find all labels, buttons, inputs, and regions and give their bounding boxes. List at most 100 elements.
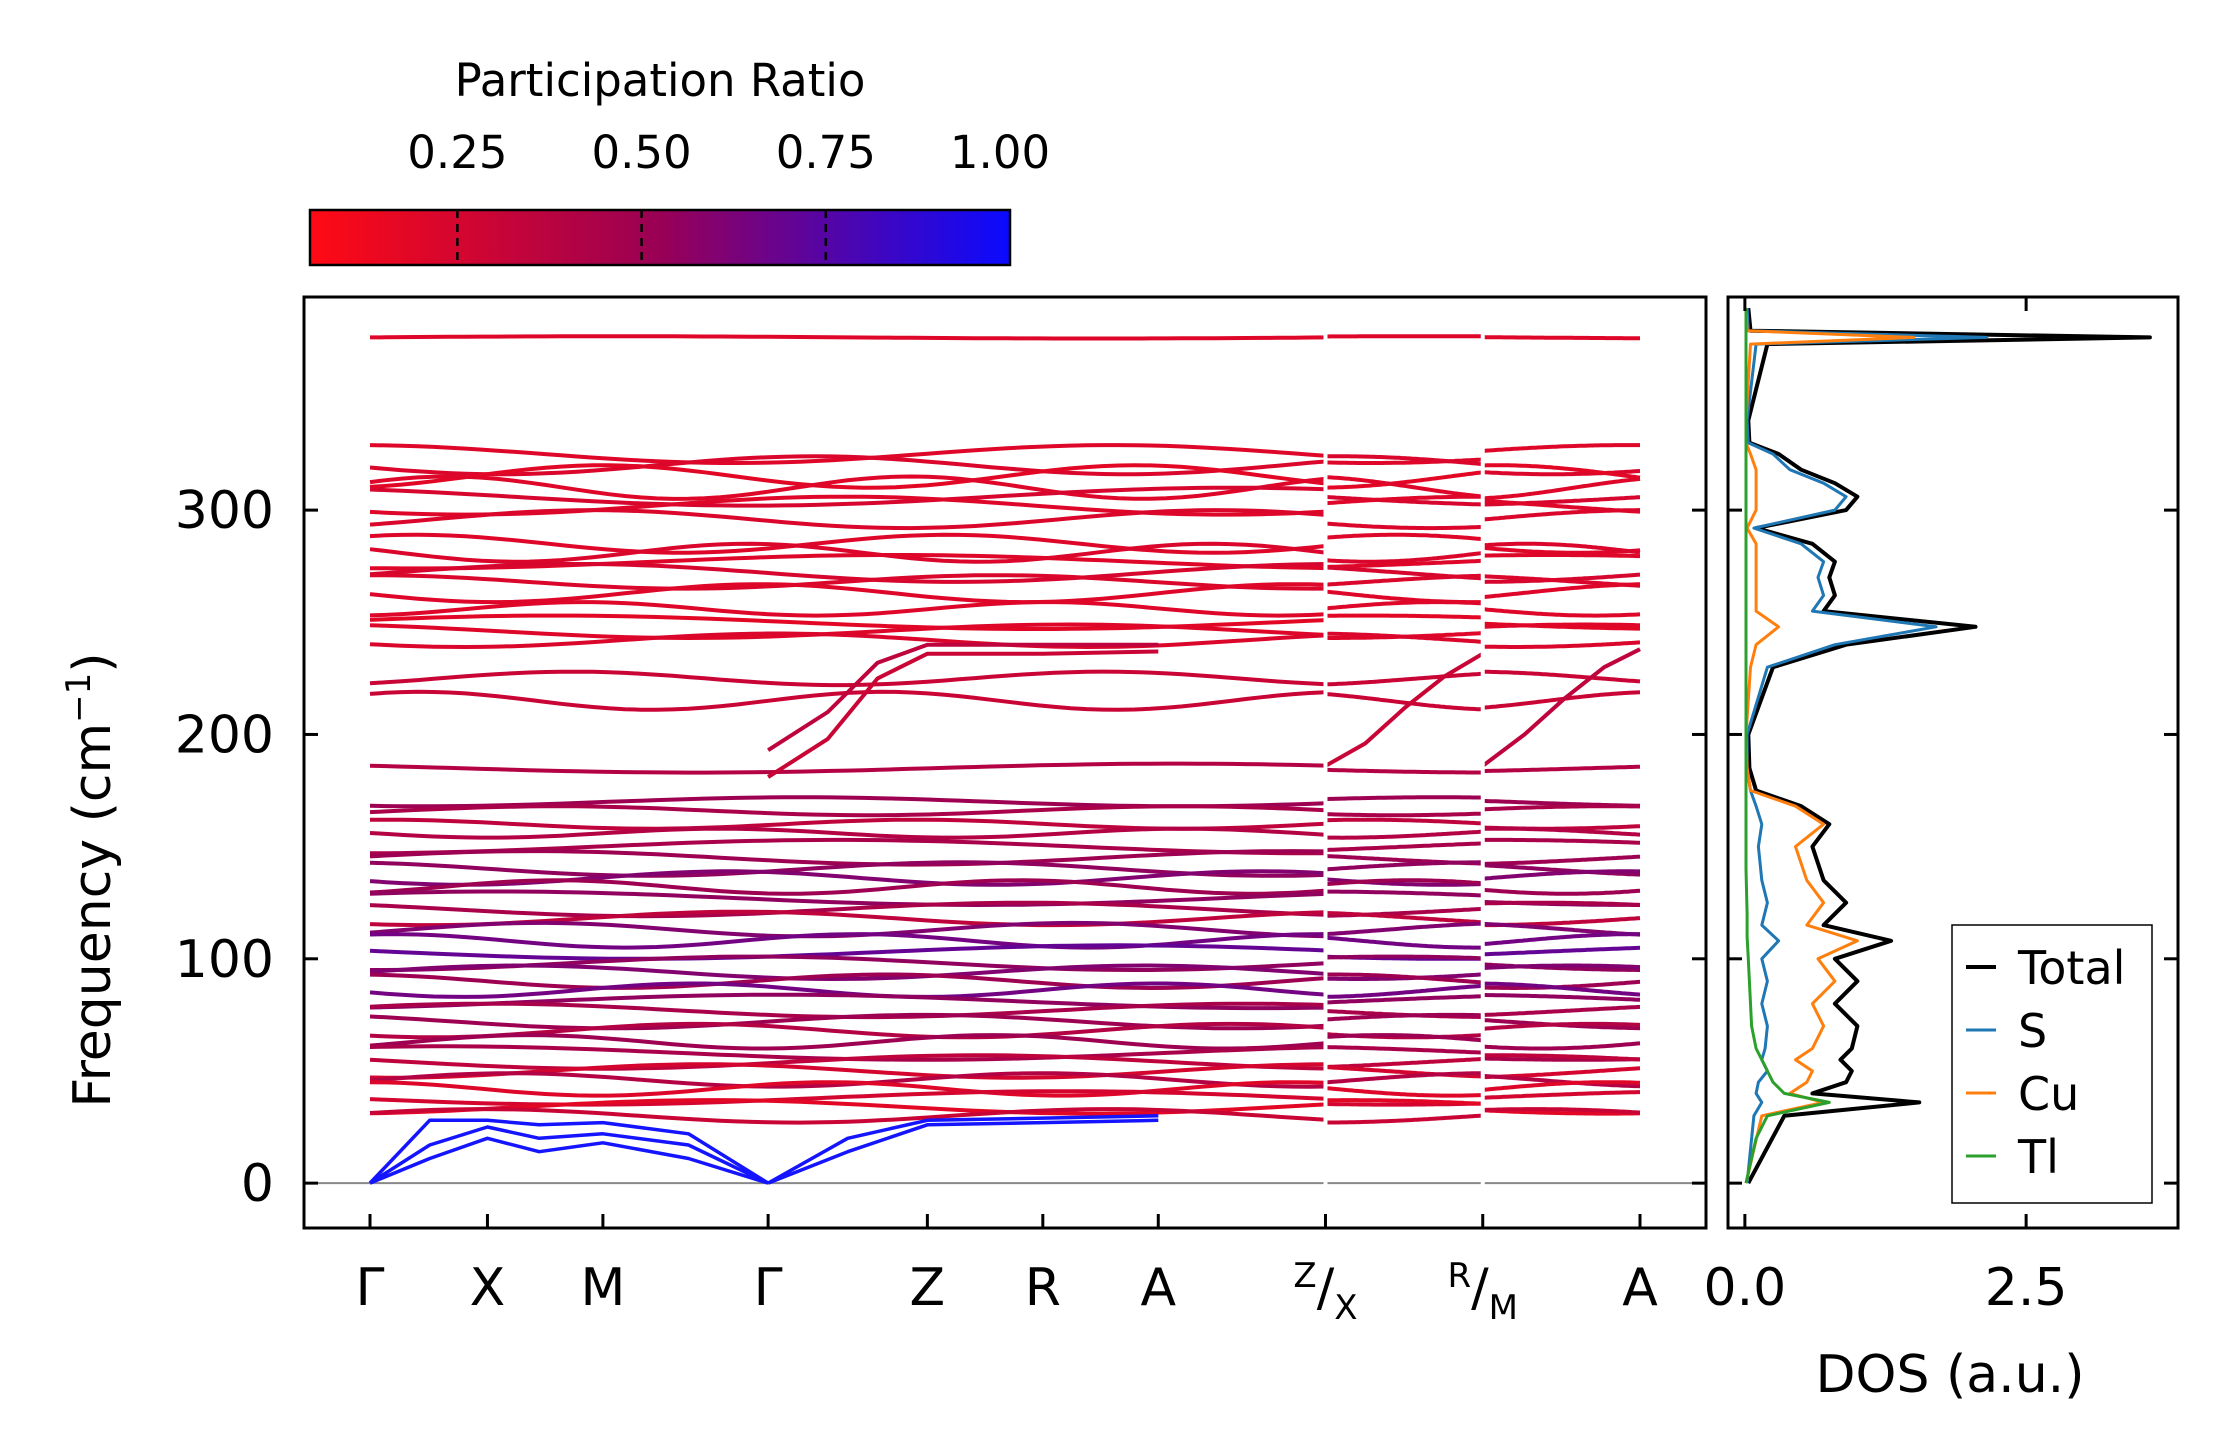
band-line [369,761,1326,775]
band-line [1325,1033,1483,1043]
band-line [369,878,1326,896]
k-tick-label: Γ [356,1258,385,1318]
band-line [369,943,1326,961]
band-line [369,541,1326,564]
colorbar-gradient [308,208,1012,267]
k-label-slash: / [1317,1258,1335,1318]
band-line [1325,972,1483,985]
band-line [1325,1012,1483,1022]
band-line [1325,1086,1483,1098]
band-line [369,889,1326,908]
band-line [1325,921,1483,937]
band-line [1325,767,1483,775]
y-tick-label: 0 [241,1154,274,1214]
band-line [1325,613,1483,620]
band-line [369,1107,1326,1125]
band-line [1482,1107,1641,1115]
legend: Total S Cu Tl [1951,924,2153,1204]
band-line [1325,494,1483,507]
k-tick-label: R [1025,1258,1061,1318]
band-line [1482,932,1640,947]
band-line [1325,811,1483,818]
band-line [1482,854,1641,866]
band-line [1325,841,1483,852]
colorbar-tick-label: 0.50 [591,126,691,179]
dos-x-tick-label: 2.5 [1985,1258,2068,1318]
band-line [1482,900,1641,907]
band-line [1482,804,1641,812]
k-label-sub: X [1334,1288,1357,1328]
band-line [1482,869,1640,881]
band-line [1482,463,1641,480]
band-line [369,849,1326,867]
band-line [1482,545,1641,555]
band-line [1325,1057,1483,1069]
band-line [369,972,1326,991]
band-line [1482,607,1641,618]
band-line [369,1098,1326,1116]
band-line [1325,558,1483,569]
legend-label: Total [2017,941,2125,995]
band-line [369,622,1326,641]
band-line [369,463,1326,490]
x-axis-label-dos: DOS (a.u.) [1816,1345,2085,1405]
acoustic-branch [369,1125,769,1185]
band-line [1325,475,1483,499]
k-label-sup: Z [1293,1256,1316,1296]
y-tick-label: 100 [175,930,274,990]
band-line [1325,692,1483,712]
band-line [1482,335,1640,341]
dos-line-cu [1744,308,1916,1184]
rising-branch [767,642,1159,752]
band-line [1325,817,1483,826]
band-line [1482,1108,1641,1116]
band-line [1482,443,1640,453]
dos-panel: 0.0 2.5 DOS (a.u.) Total S Cu Tl [1704,295,2180,1405]
band-line [1325,671,1483,687]
band-line [369,963,1326,982]
band-line [1325,1071,1483,1085]
band-line [1482,1021,1641,1031]
acoustic-branch [767,1114,1159,1185]
band-line [369,631,1326,650]
band-line [1482,1090,1640,1100]
colorbar: Participation Ratio 0.25 0.50 0.75 1.00 [308,54,1050,267]
band-line [1482,963,1641,970]
acoustic-branch [368,1118,770,1185]
band-line [369,860,1326,878]
band-line [369,582,1326,605]
colorbar-tick-label: 0.75 [776,126,876,179]
dos-frame [1726,295,2180,1230]
rising-branch [1481,647,1641,768]
band-lines [304,334,1706,1185]
rising-branch [1324,651,1484,768]
k-tick-label: M [580,1258,625,1318]
band-line [1325,573,1483,587]
band-line [1482,582,1640,600]
band-line [1482,826,1641,837]
k-tick-label: Γ [754,1258,783,1318]
band-line [1482,508,1640,522]
band-line [369,826,1326,840]
band-line [1482,981,1641,997]
colorbar-tick-label: 0.25 [407,126,507,179]
band-line [369,1033,1326,1051]
band-line [1482,1080,1641,1092]
dos-axes: 0.0 2.5 [1704,297,2178,1318]
band-line [1482,764,1641,774]
band-frame [302,295,1708,1230]
band-line [1325,889,1483,898]
colorbar-tick-labels: 0.25 0.50 0.75 1.00 [407,126,1050,179]
band-line [1325,454,1483,467]
segment-breaks [1323,300,1485,1225]
band-line [1482,476,1641,501]
band-line [1325,954,1483,961]
dos-lines [1744,308,2152,1185]
band-line [1325,1113,1483,1125]
dos-line-s [1745,308,1989,1184]
band-line [1482,541,1641,555]
band-line [369,334,1326,341]
